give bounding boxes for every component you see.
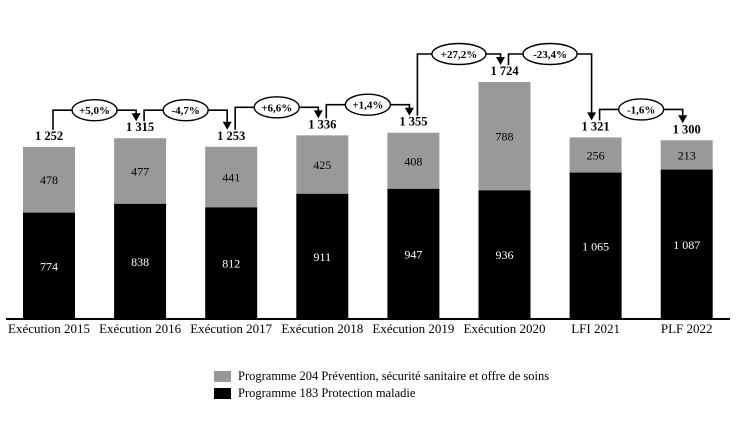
x-axis-label: Exécution 2020 bbox=[464, 321, 546, 336]
bar-segment-programme-183 bbox=[569, 172, 622, 319]
bar-segment-programme-183 bbox=[23, 212, 75, 319]
change-oval bbox=[253, 96, 300, 119]
segment-value-label-183: 1 087 bbox=[673, 238, 700, 252]
bar-total-label: 1 355 bbox=[399, 115, 427, 129]
change-connector-arrowhead bbox=[313, 110, 323, 119]
bar-segment-programme-204 bbox=[478, 82, 531, 191]
segment-value-label-204: 477 bbox=[131, 165, 149, 179]
x-axis-label: LFI 2021 bbox=[571, 321, 620, 336]
segment-value-label-183: 911 bbox=[314, 250, 332, 264]
x-axis-label: Exécution 2019 bbox=[372, 321, 454, 336]
change-percent-label: +6,6% bbox=[261, 102, 292, 114]
bar-total-label: 1 300 bbox=[673, 122, 701, 136]
bar-total-label: 1 321 bbox=[582, 119, 610, 133]
change-percent-label: +1,4% bbox=[352, 100, 383, 112]
bar-total-label: 1 724 bbox=[490, 64, 519, 78]
change-oval bbox=[431, 42, 487, 66]
segment-value-label-204: 441 bbox=[222, 171, 240, 185]
change-percent-label: -4,7% bbox=[171, 105, 199, 117]
segment-value-label-183: 774 bbox=[40, 259, 58, 273]
segment-value-label-204: 213 bbox=[678, 148, 696, 162]
chart-legend: Programme 204 Prévention, sécurité sanit… bbox=[214, 369, 549, 401]
x-axis-label: Exécution 2017 bbox=[190, 321, 272, 336]
bar-segment-programme-204 bbox=[114, 138, 167, 204]
bar-total-label: 1 253 bbox=[217, 129, 245, 143]
legend-swatch-gray bbox=[214, 371, 231, 382]
legend-label-programme-183: Programme 183 Protection maladie bbox=[238, 386, 416, 400]
legend-item-programme-183: Programme 183 Protection maladie bbox=[214, 386, 549, 401]
segment-value-label-183: 947 bbox=[404, 247, 422, 261]
bar-segment-programme-204 bbox=[569, 137, 622, 173]
change-oval bbox=[522, 42, 578, 66]
segment-value-label-204: 788 bbox=[496, 130, 514, 144]
bar-segment-programme-183 bbox=[478, 190, 531, 319]
segment-value-label-183: 1 065 bbox=[582, 239, 609, 253]
bar-total-label: 1 336 bbox=[308, 117, 336, 131]
bar-segment-programme-204 bbox=[23, 146, 75, 213]
segment-value-label-183: 936 bbox=[496, 248, 514, 262]
legend-swatch-black bbox=[214, 388, 231, 399]
bar-segment-programme-183 bbox=[660, 169, 713, 319]
change-connector-arrowhead bbox=[678, 115, 688, 124]
bar-segment-programme-204 bbox=[205, 146, 258, 208]
x-axis-label: Exécution 2016 bbox=[99, 321, 181, 336]
legend-item-programme-204: Programme 204 Prévention, sécurité sanit… bbox=[214, 369, 549, 384]
change-oval bbox=[617, 98, 665, 121]
change-percent-label: +5,0% bbox=[79, 105, 110, 117]
bar-segment-programme-183 bbox=[296, 193, 349, 319]
bar-segment-programme-204 bbox=[296, 135, 349, 194]
change-connector-arrowhead bbox=[131, 113, 141, 122]
legend-label-programme-204: Programme 204 Prévention, sécurité sanit… bbox=[238, 369, 550, 383]
bar-segment-programme-183 bbox=[114, 203, 167, 319]
change-connector-arrowhead bbox=[587, 112, 597, 121]
bar-total-label: 1 252 bbox=[35, 129, 63, 143]
segment-value-label-204: 408 bbox=[404, 154, 422, 168]
change-oval bbox=[71, 99, 118, 122]
x-axis-label: PLF 2022 bbox=[661, 321, 713, 336]
bar-segment-programme-183 bbox=[387, 188, 440, 319]
change-connector-arrowhead bbox=[222, 121, 232, 130]
bar-segment-programme-204 bbox=[387, 132, 440, 189]
change-oval bbox=[344, 93, 392, 116]
x-axis-label: Exécution 2018 bbox=[281, 321, 363, 336]
x-axis-label: Exécution 2015 bbox=[8, 321, 90, 336]
change-percent-label: +27,2% bbox=[441, 49, 478, 61]
bar-segment-programme-204 bbox=[660, 140, 713, 170]
segment-value-label-183: 812 bbox=[222, 257, 240, 271]
bar-segment-programme-183 bbox=[205, 207, 258, 319]
change-connector-arrowhead bbox=[496, 57, 505, 66]
change-oval bbox=[162, 99, 209, 122]
bar-total-label: 1 315 bbox=[126, 120, 154, 134]
segment-value-label-204: 425 bbox=[313, 158, 331, 172]
change-percent-label: -23,4% bbox=[533, 49, 567, 61]
segment-value-label-204: 256 bbox=[587, 148, 605, 162]
change-percent-label: -1,6% bbox=[627, 104, 655, 116]
segment-value-label-183: 838 bbox=[131, 255, 149, 269]
change-connector-arrowhead bbox=[404, 107, 414, 116]
segment-value-label-204: 478 bbox=[40, 173, 58, 187]
